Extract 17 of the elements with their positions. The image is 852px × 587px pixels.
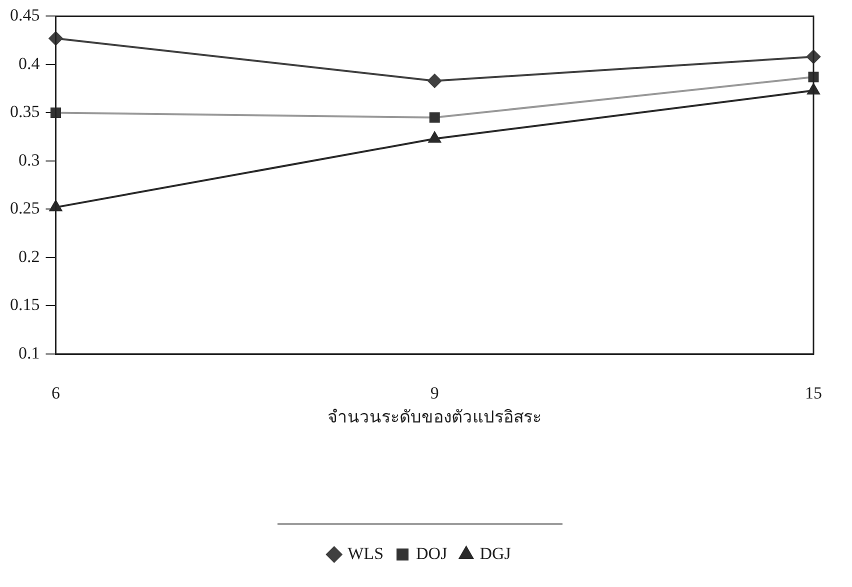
legend-label: DOJ [416,544,448,563]
y-tick-label: 0.35 [10,102,40,122]
point [428,132,441,143]
point [428,74,442,88]
y-tick-label: 0.1 [18,343,40,362]
x-tick-label: 9 [430,384,439,403]
x-tick-label: 6 [52,384,60,403]
x-axis-title: จำนวนระดับของตัวแปรอิสระ [328,407,542,426]
y-tick-label: 0.45 [10,6,40,25]
legend-label: DGJ [480,544,512,563]
y-tick-label: 0.15 [10,295,40,314]
legend-label: WLS [348,544,384,563]
y-tick-label: 0.3 [18,150,40,170]
y-tick-label: 0.2 [18,246,40,266]
y-tick-label: 0.4 [18,54,40,73]
y-tick-label: 0.25 [10,198,40,218]
x-tick-label: 15 [805,384,822,403]
